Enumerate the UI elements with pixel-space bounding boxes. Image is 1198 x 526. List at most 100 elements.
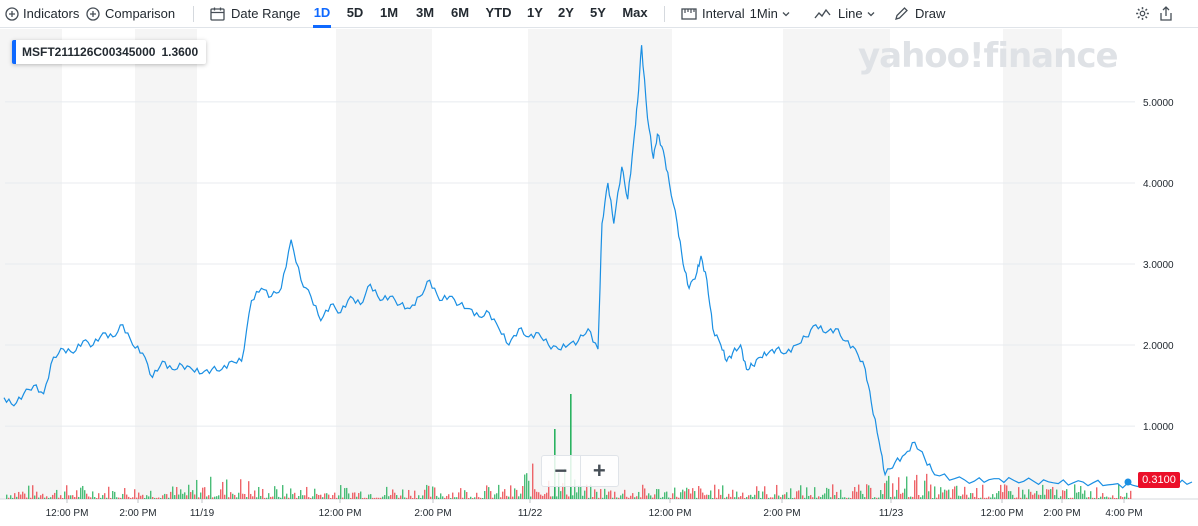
volume-bar (876, 497, 878, 499)
volume-bar (760, 497, 762, 499)
volume-bar (450, 497, 452, 499)
range-1d[interactable]: 1D (313, 0, 331, 28)
range-3m[interactable]: 3M (415, 5, 435, 20)
volume-bar (600, 489, 602, 499)
volume-bar (740, 496, 742, 499)
zoom-in-button[interactable]: + (579, 456, 619, 486)
volume-bar (54, 492, 56, 499)
chart-type-button[interactable]: Line (814, 0, 876, 27)
volume-bar (80, 487, 82, 499)
volume-bar (64, 491, 66, 499)
volume-bar (842, 497, 844, 499)
interval-button[interactable]: Interval 1Min (681, 0, 791, 27)
x-tick-label: 2:00 PM (763, 508, 800, 519)
volume-bar (290, 488, 292, 499)
volume-bar (654, 494, 656, 499)
volume-bar (832, 484, 834, 499)
volume-bar (856, 491, 858, 499)
share-button[interactable] (1159, 0, 1173, 27)
volume-bar (1104, 497, 1106, 499)
volume-bar (630, 495, 632, 499)
volume-bar (1086, 497, 1088, 499)
volume-bar (1062, 490, 1064, 499)
volume-bar (464, 490, 466, 499)
range-max[interactable]: Max (622, 5, 648, 20)
volume-bar (850, 497, 852, 499)
volume-bar (524, 474, 526, 499)
volume-bar (264, 497, 266, 499)
range-5d[interactable]: 5D (346, 5, 364, 20)
price-chart[interactable]: 5.0000 4.0000 3.0000 2.0000 1.0000 12:00 PM 2… (0, 29, 1198, 526)
range-5y[interactable]: 5Y (590, 5, 606, 20)
volume-bar (310, 497, 312, 499)
volume-bar (1006, 485, 1008, 499)
settings-button[interactable] (1135, 0, 1150, 27)
volume-bar (1082, 493, 1084, 499)
volume-bar (602, 497, 604, 499)
volume-bar (806, 487, 808, 499)
volume-bar (336, 497, 338, 499)
volume-bar (416, 497, 418, 499)
volume-bar (262, 488, 264, 499)
range-6m[interactable]: 6M (450, 5, 470, 20)
volume-bar (644, 488, 646, 499)
volume-bar (394, 492, 396, 499)
comparison-button[interactable]: Comparison (86, 0, 175, 27)
volume-bar (34, 495, 36, 499)
volume-bar (24, 493, 26, 499)
volume-bar (12, 497, 14, 499)
volume-bar (762, 491, 764, 499)
volume-bar (500, 497, 502, 499)
volume-bar (412, 498, 414, 499)
indicators-button[interactable]: Indicators (5, 0, 79, 27)
volume-bar (266, 497, 268, 499)
x-tick-label: 11/23 (879, 508, 904, 519)
volume-bar (94, 497, 96, 499)
volume-bar (612, 497, 614, 499)
zoom-out-button[interactable]: − (554, 458, 568, 483)
volume-bar (992, 494, 994, 499)
volume-bar (840, 489, 842, 499)
volume-bar (30, 497, 32, 499)
volume-bar (370, 494, 372, 499)
volume-bar (970, 493, 972, 499)
plus-circle-icon (5, 6, 19, 21)
volume-bar (112, 491, 114, 499)
y-tick-label: 4.0000 (1143, 179, 1174, 190)
draw-button[interactable]: Draw (894, 0, 945, 27)
volume-bar (204, 487, 206, 499)
volume-bar (548, 480, 550, 499)
volume-bar (200, 492, 202, 499)
volume-bar (42, 493, 44, 499)
volume-bar (712, 497, 714, 499)
volume-bar (70, 495, 72, 499)
volume-bar (688, 489, 690, 499)
volume-bar (368, 494, 370, 499)
volume-bar (102, 495, 104, 499)
volume-bar (948, 489, 950, 499)
volume-bar (236, 497, 238, 499)
toolbar-divider (193, 6, 194, 22)
volume-bar (656, 489, 658, 499)
date-range-button[interactable]: Date Range (210, 0, 300, 27)
range-1y[interactable]: 1Y (527, 5, 543, 20)
volume-bar (116, 497, 118, 499)
chevron-down-icon (782, 11, 790, 16)
volume-bar (1012, 494, 1014, 499)
volume-bar (82, 485, 84, 499)
volume-bar (402, 489, 404, 499)
volume-bar (954, 486, 956, 499)
series-legend[interactable]: MSFT211126C00345000 1.3600 (12, 40, 207, 64)
volume-bar (616, 497, 618, 499)
range-1m[interactable]: 1M (379, 5, 399, 20)
volume-bar (640, 497, 642, 499)
volume-bar (966, 494, 968, 499)
volume-bar (498, 484, 500, 499)
volume-bar (376, 497, 378, 499)
range-2y[interactable]: 2Y (558, 5, 574, 20)
volume-bar (46, 496, 48, 499)
range-ytd[interactable]: YTD (485, 5, 512, 20)
volume-bar (686, 487, 688, 499)
volume-bar (196, 479, 198, 499)
volume-bar (484, 491, 486, 499)
